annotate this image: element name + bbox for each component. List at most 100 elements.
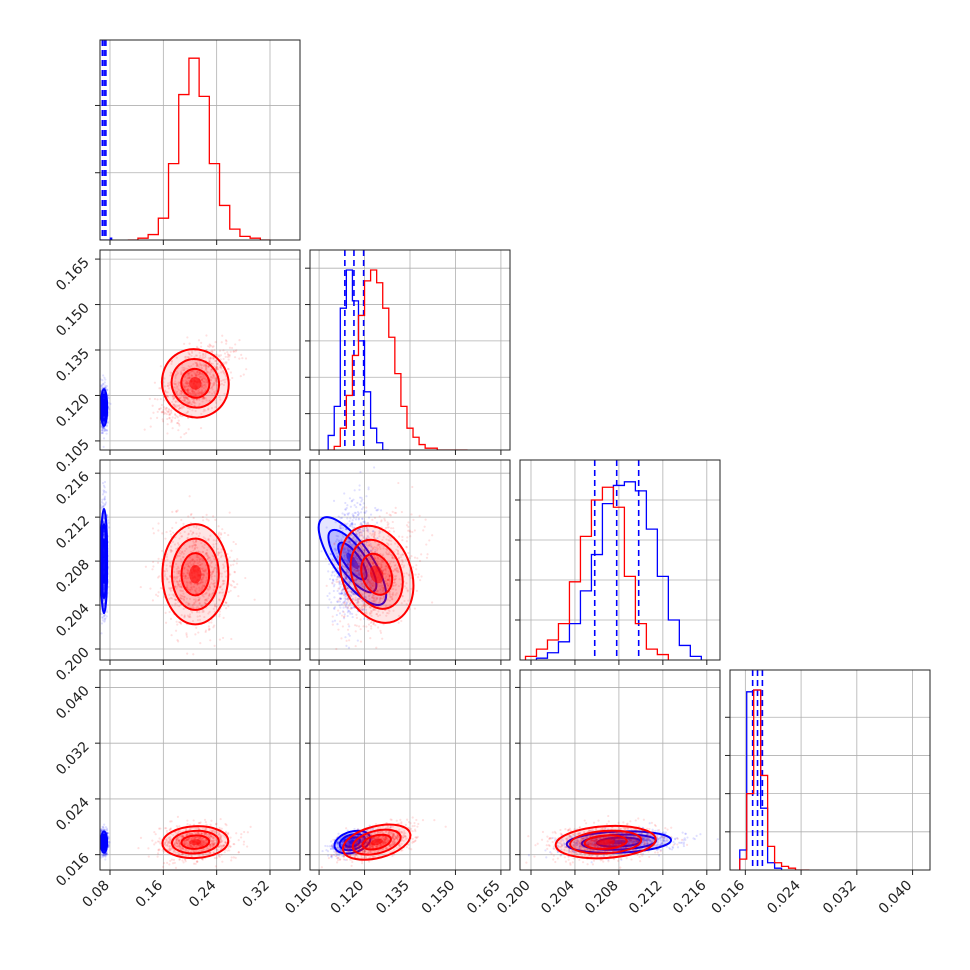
sample-point: [174, 578, 177, 581]
sample-point: [200, 557, 203, 560]
sample-point: [397, 481, 400, 485]
sample-point: [356, 557, 359, 561]
sample-point: [173, 604, 177, 607]
sample-point: [202, 356, 205, 360]
sample-point: [100, 429, 104, 432]
sample-point: [220, 371, 223, 374]
sample-point: [222, 591, 225, 594]
sample-point: [183, 397, 187, 400]
sample-point: [365, 537, 368, 540]
sample-point: [175, 510, 178, 513]
sample-point: [197, 595, 200, 598]
sample-point: [194, 589, 197, 592]
sample-point: [320, 550, 323, 553]
sample-point: [188, 602, 191, 605]
sample-point: [218, 610, 221, 613]
sample-point: [222, 349, 225, 352]
grid: [520, 460, 720, 660]
sample-point: [204, 364, 207, 367]
sample-point: [222, 371, 225, 374]
sample-point: [186, 389, 189, 393]
sample-point: [175, 390, 178, 393]
sample-point: [190, 354, 193, 357]
sample-point: [205, 553, 208, 556]
sample-point: [208, 399, 211, 403]
sample-point: [193, 371, 196, 374]
sample-point: [374, 506, 377, 510]
sample-point: [228, 355, 231, 358]
sample-point: [186, 356, 189, 359]
sample-point: [188, 597, 192, 601]
sample-point: [199, 375, 202, 378]
sample-point: [232, 540, 235, 544]
y-tick-label: 0.200: [53, 645, 93, 685]
sample-point: [210, 386, 214, 389]
sample-point: [343, 593, 346, 596]
sample-point: [358, 569, 361, 573]
sample-point: [201, 587, 204, 591]
sample-point: [101, 426, 104, 429]
sample-point: [197, 392, 200, 395]
sample-point: [205, 368, 208, 371]
sample-point: [212, 374, 215, 377]
sample-point: [168, 417, 171, 420]
sample-point: [177, 404, 181, 407]
sample-point: [356, 639, 359, 642]
sample-point: [196, 618, 200, 622]
sample-point: [197, 365, 201, 368]
sample-point: [102, 521, 105, 524]
sample-point: [212, 382, 215, 385]
sample-point: [188, 588, 191, 591]
sample-point: [190, 583, 193, 586]
sample-point: [197, 550, 200, 553]
sample-point: [188, 556, 192, 559]
sample-point: [215, 389, 218, 393]
sample-point: [174, 383, 177, 386]
sample-point: [177, 429, 180, 432]
sample-point: [185, 601, 188, 604]
sample-point: [182, 597, 186, 601]
sample-point: [175, 563, 178, 566]
sample-point: [351, 499, 354, 502]
sample-point: [345, 506, 348, 510]
sample-point: [144, 565, 147, 568]
sample-point: [190, 392, 193, 395]
sample-point: [331, 581, 334, 584]
sample-point: [240, 353, 243, 356]
sample-point: [104, 502, 107, 506]
sample-point: [225, 340, 228, 343]
sample-point: [186, 571, 189, 574]
sample-point: [212, 345, 215, 348]
sample-point: [179, 597, 182, 600]
sample-point: [218, 591, 222, 594]
sample-point: [214, 401, 218, 404]
sample-point: [353, 544, 356, 547]
sample-point: [232, 563, 235, 566]
sample-point: [186, 572, 189, 575]
sample-point: [197, 388, 201, 391]
sample-point: [334, 549, 337, 552]
sample-point: [325, 584, 328, 587]
sample-point: [176, 393, 179, 396]
sample-point: [106, 518, 109, 521]
sample-point: [105, 425, 109, 428]
sample-point: [180, 586, 183, 589]
sample-point: [143, 428, 146, 431]
sample-point: [198, 586, 201, 589]
sample-point: [212, 583, 215, 586]
sample-point: [195, 374, 198, 378]
sample-point: [206, 558, 209, 561]
sample-point: [333, 574, 336, 577]
sample-point: [211, 570, 214, 574]
sample-point: [202, 595, 205, 598]
sample-point: [180, 415, 183, 418]
sample-point: [355, 601, 359, 605]
sample-point: [151, 599, 155, 602]
sample-point: [359, 511, 363, 514]
sample-point: [233, 570, 236, 573]
sample-point: [183, 368, 186, 371]
sample-point: [229, 573, 232, 576]
sample-point: [198, 392, 201, 395]
sample-point: [358, 528, 361, 531]
sample-point: [345, 540, 349, 543]
